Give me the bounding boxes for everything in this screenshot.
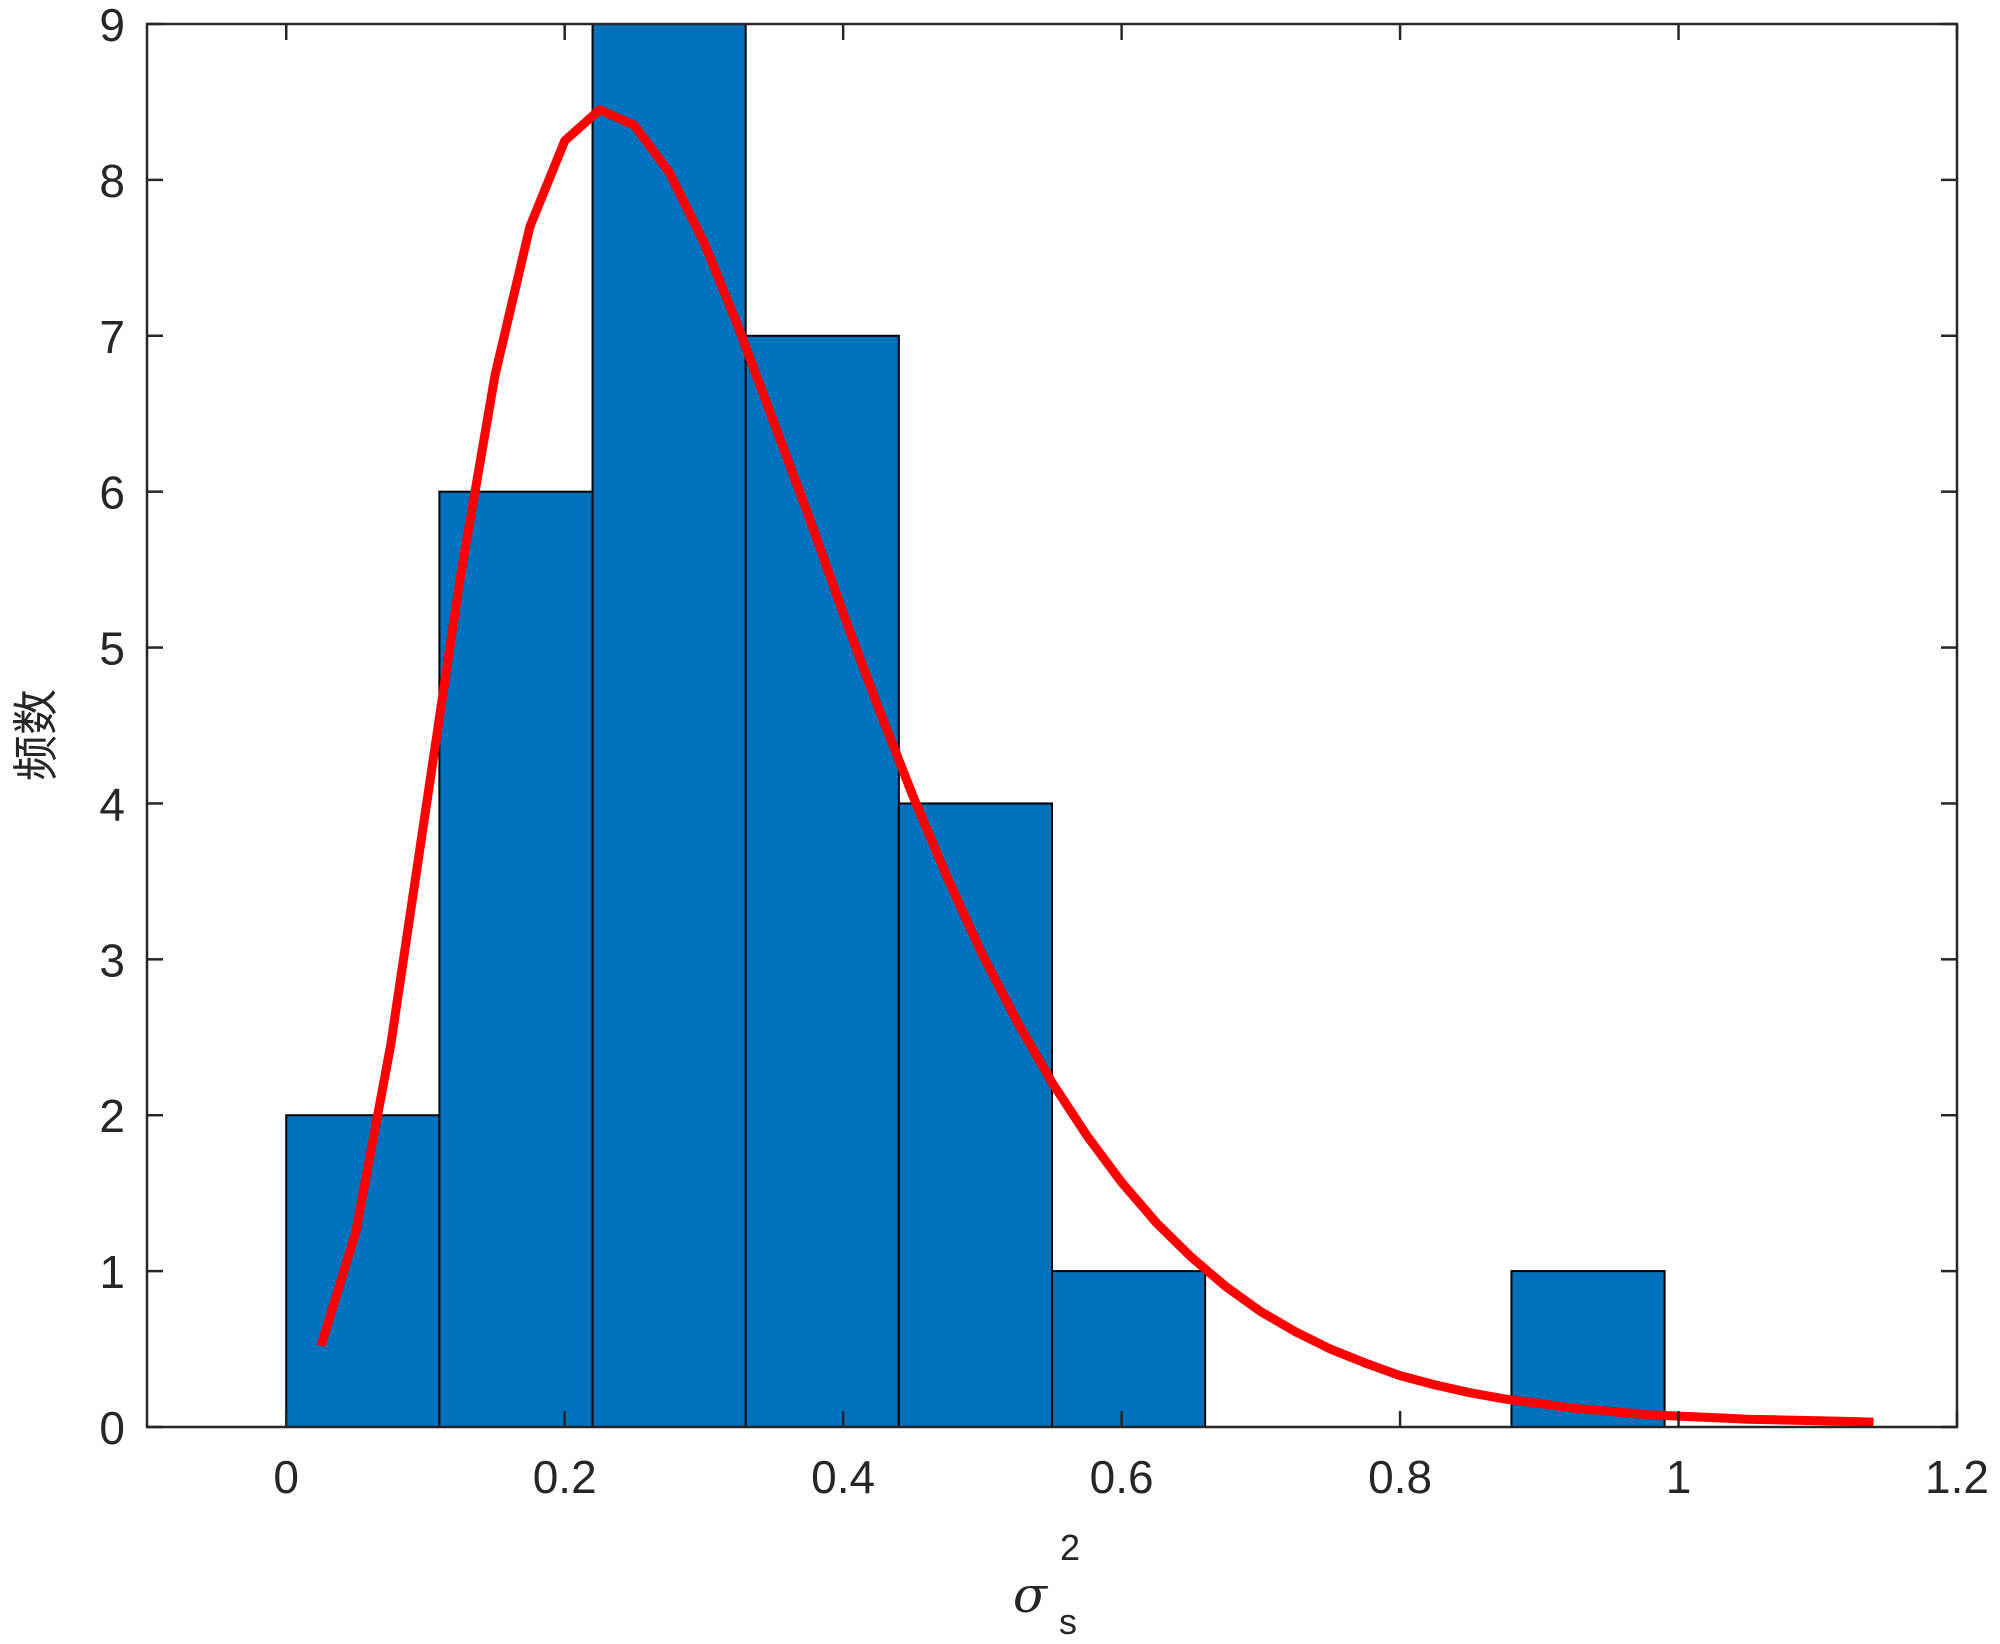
x-tick-label-6: 1.2 (1925, 1451, 1989, 1503)
x-tick-label-0: 0 (273, 1451, 299, 1503)
y-tick-label-0: 0 (99, 1402, 125, 1454)
y-tick-label-8: 8 (99, 155, 125, 207)
y-tick-label-7: 7 (99, 311, 125, 363)
x-axis-label-subscript: s (1059, 1601, 1077, 1642)
y-tick-label-6: 6 (99, 467, 125, 519)
histogram-bar-4 (897, 802, 1053, 1428)
x-axis-label-sigma: σ (1013, 1566, 1049, 1624)
x-axis-label: σ 2 s (1013, 1527, 1080, 1642)
y-tick-labels: 0 1 2 3 4 5 6 7 8 9 (99, 0, 125, 1454)
x-axis-label-superscript: 2 (1060, 1527, 1080, 1568)
y-tick-label-1: 1 (99, 1246, 125, 1298)
x-tick-label-2: 0.4 (811, 1451, 875, 1503)
axis-ticks (147, 22, 1959, 1429)
fit-curve-line (316, 105, 1874, 1427)
y-tick-label-2: 2 (99, 1090, 125, 1142)
y-tick-label-5: 5 (99, 623, 125, 675)
y-tick-label-3: 3 (99, 934, 125, 986)
histogram-bar-1 (438, 490, 594, 1428)
y-axis-label: 频数 (9, 689, 63, 781)
x-tick-labels: 0 0.2 0.4 0.6 0.8 1 1.2 (273, 1451, 1989, 1503)
y-tick-label-4: 4 (99, 778, 125, 830)
x-tick-label-1: 0.2 (533, 1451, 597, 1503)
histogram-bar-5 (1051, 1270, 1207, 1428)
histogram-bar-3 (744, 334, 900, 1428)
histogram-bar-2 (591, 23, 747, 1428)
fit-curve-layer (316, 105, 1874, 1427)
x-tick-label-3: 0.6 (1090, 1451, 1154, 1503)
x-tick-label-4: 0.8 (1368, 1451, 1432, 1503)
axes-box (145, 22, 1959, 1429)
histogram-bar-0 (285, 1114, 441, 1428)
histogram-bars (285, 23, 1666, 1428)
x-tick-label-5: 1 (1666, 1451, 1692, 1503)
y-tick-label-9: 9 (99, 0, 125, 51)
